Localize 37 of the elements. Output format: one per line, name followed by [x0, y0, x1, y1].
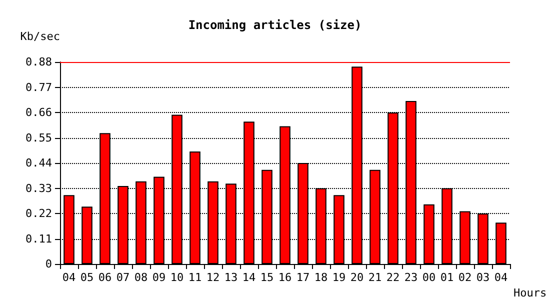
x-tick-label: 22 — [386, 271, 400, 284]
x-tick-label: 16 — [278, 271, 292, 284]
y-tick-label: 0.77 — [26, 80, 52, 94]
x-tick-label: 19 — [332, 271, 346, 284]
x-tick-label: 01 — [440, 271, 454, 284]
x-tick-label: 04 — [494, 271, 508, 284]
x-tick-label: 12 — [206, 271, 220, 284]
x-tick-label: 14 — [242, 271, 256, 284]
y-tick-label: 0.55 — [26, 131, 52, 144]
chart-title: Incoming articles (size) — [188, 18, 362, 32]
x-tick-label: 10 — [170, 271, 184, 284]
y-tick-label: 0.88 — [26, 56, 52, 68]
x-tick-label: 23 — [404, 271, 418, 284]
x-tick-label: 07 — [116, 271, 130, 284]
x-tick-label: 13 — [224, 271, 238, 284]
x-tick-label: 00 — [422, 271, 436, 284]
x-tick-label: 09 — [152, 271, 166, 284]
x-tick-label: 03 — [476, 271, 490, 284]
y-axis-title: Kb/sec — [20, 30, 60, 43]
x-tick-label: 15 — [260, 271, 274, 284]
y-tick-label: 0 — [45, 258, 52, 270]
x-tick-label: 11 — [188, 271, 202, 284]
y-tick-label: 0.66 — [26, 106, 52, 119]
x-axis-title: Hours — [514, 286, 547, 300]
x-tick-label: 20 — [350, 271, 364, 284]
x-tick-label: 04 — [62, 271, 76, 284]
x-tick-label: 18 — [314, 271, 328, 284]
y-tick-label: 0.11 — [26, 232, 52, 246]
x-tick-label: 08 — [134, 271, 148, 284]
x-tick-label: 06 — [98, 271, 112, 284]
y-tick-label: 0.33 — [26, 182, 52, 195]
y-tick-label: 0.22 — [26, 207, 52, 220]
x-tick-label: 17 — [296, 271, 310, 284]
y-tick-label: 0.44 — [26, 156, 52, 170]
x-tick-label: 21 — [368, 271, 382, 284]
x-tick-label: 02 — [458, 271, 472, 284]
x-tick-label: 05 — [80, 271, 94, 284]
